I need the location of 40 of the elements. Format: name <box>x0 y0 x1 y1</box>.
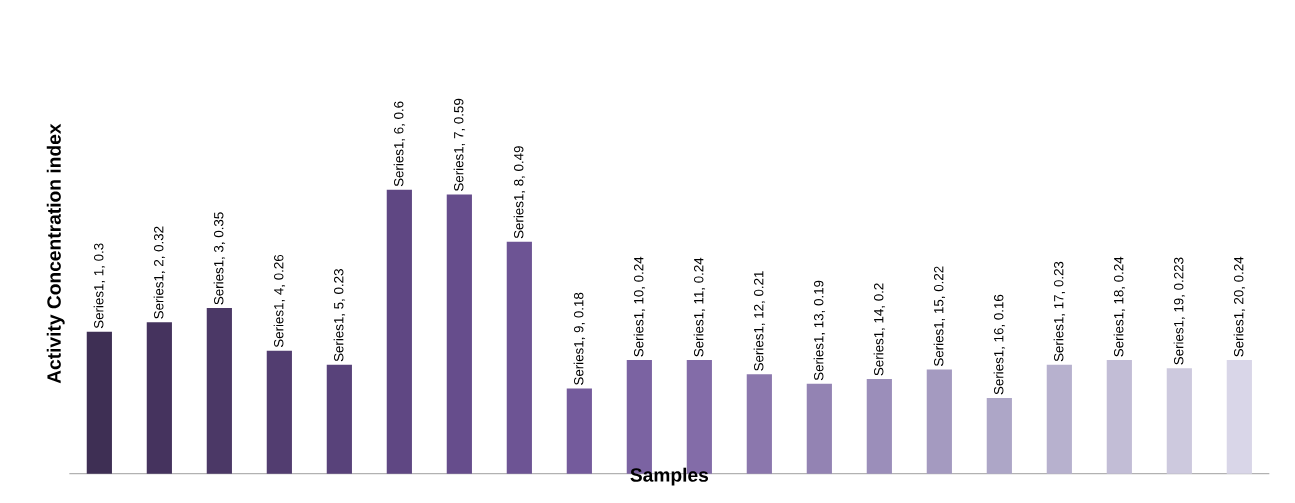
bar <box>566 388 592 474</box>
bar <box>266 350 292 474</box>
data-label: Series1, 3, 0.35 <box>213 212 226 305</box>
bar <box>746 374 772 474</box>
bar <box>146 322 172 474</box>
bar <box>986 397 1012 474</box>
data-label: Series1, 2, 0.32 <box>153 226 166 319</box>
bar <box>1106 360 1132 474</box>
data-label: Series1, 4, 0.26 <box>273 254 286 348</box>
bar <box>1226 360 1252 474</box>
bar <box>86 331 112 474</box>
bar <box>926 369 952 474</box>
data-label: Series1, 17, 0.23 <box>1053 261 1066 362</box>
data-label: Series1, 7, 0.59 <box>453 98 466 191</box>
data-label: Series1, 14, 0.2 <box>873 283 886 376</box>
bar <box>386 189 412 474</box>
data-label: Series1, 9, 0.18 <box>573 292 586 385</box>
data-label: Series1, 13, 0.19 <box>813 280 826 381</box>
bar <box>806 383 832 474</box>
data-label: Series1, 12, 0.21 <box>753 271 766 371</box>
data-label: Series1, 19, 0.223 <box>1173 257 1186 365</box>
data-label: Series1, 11, 0.24 <box>693 257 706 357</box>
bar <box>506 241 532 474</box>
bar <box>206 308 232 474</box>
x-axis-title: Samples <box>630 467 709 486</box>
bar <box>326 364 352 474</box>
data-label: Series1, 18, 0.24 <box>1113 256 1126 357</box>
data-label: Series1, 6, 0.6 <box>393 101 406 187</box>
bar <box>866 379 892 474</box>
data-label: Series1, 8, 0.49 <box>513 146 526 239</box>
bar <box>1046 364 1072 474</box>
data-label: Series1, 1, 0.3 <box>93 243 106 329</box>
bar <box>1166 368 1192 474</box>
data-label: Series1, 5, 0.23 <box>333 269 346 362</box>
data-label: Series1, 20, 0.24 <box>1233 256 1246 357</box>
data-label: Series1, 16, 0.16 <box>993 294 1006 395</box>
data-label: Series1, 15, 0.22 <box>933 266 946 367</box>
y-axis-title: Activity Concentration index <box>46 123 65 384</box>
data-label: Series1, 10, 0.24 <box>633 256 646 357</box>
bar <box>446 194 472 474</box>
